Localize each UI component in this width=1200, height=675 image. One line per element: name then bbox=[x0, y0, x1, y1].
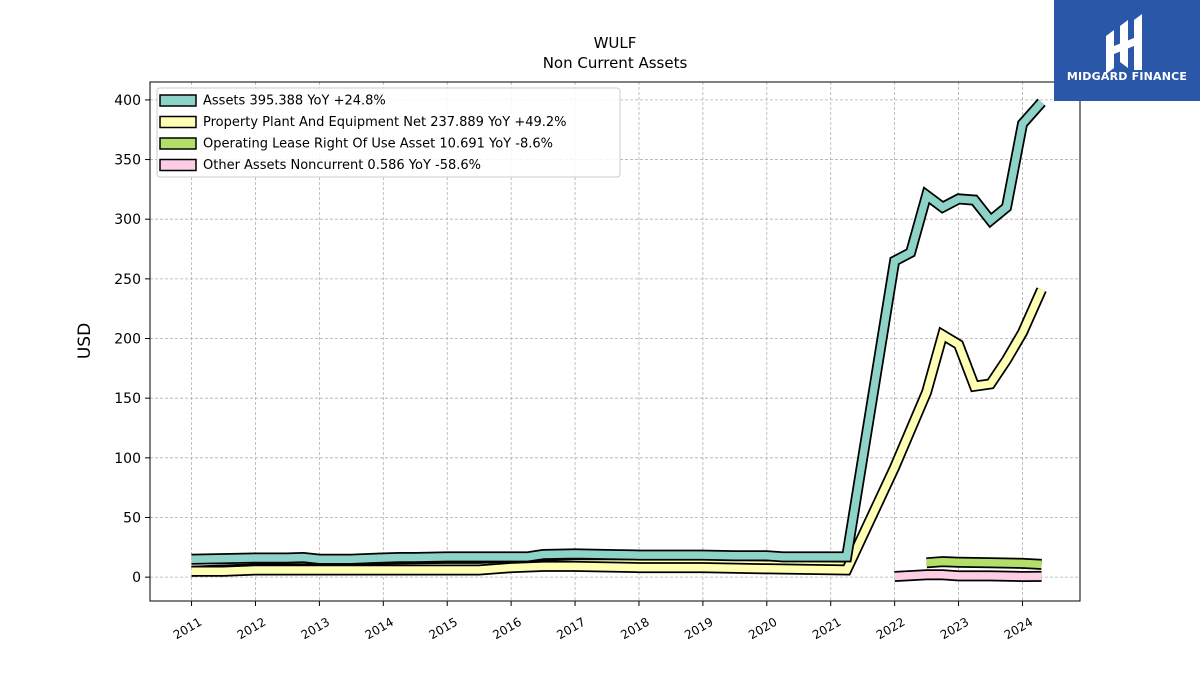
legend-swatch bbox=[159, 158, 197, 172]
x-tick-label: 2011 bbox=[171, 615, 204, 642]
x-tick-label: 2013 bbox=[299, 615, 332, 642]
y-tick-label: 150 bbox=[114, 391, 141, 407]
chart-subtitle: Non Current Assets bbox=[543, 54, 688, 72]
series-line bbox=[191, 288, 1046, 575]
series-line bbox=[191, 99, 1045, 563]
legend-entry: Operating Lease Right Of Use Asset 10.69… bbox=[203, 137, 553, 152]
x-tick-label: 2014 bbox=[363, 615, 396, 642]
y-tick-label: 300 bbox=[114, 212, 141, 228]
x-tick-label: 2012 bbox=[235, 615, 268, 642]
legend: Assets 395.388 YoY +24.8% Property Plant … bbox=[156, 87, 621, 178]
x-tick-label: 2019 bbox=[682, 615, 715, 642]
legend-entry: Other Assets Noncurrent 0.586 YoY -58.6% bbox=[203, 158, 481, 173]
y-tick-label: 100 bbox=[114, 451, 141, 467]
legend-entry: Property Plant And Equipment Net 237.889… bbox=[203, 115, 567, 130]
chart-title: WULF bbox=[594, 34, 637, 52]
x-tick-label: 2018 bbox=[618, 615, 651, 642]
x-tick-label: 2017 bbox=[554, 615, 587, 642]
x-tick-label: 2016 bbox=[490, 615, 523, 642]
x-tick-label: 2022 bbox=[874, 615, 907, 642]
y-tick-label: 50 bbox=[123, 510, 141, 526]
legend-box bbox=[156, 87, 621, 178]
legend-swatch bbox=[159, 115, 197, 129]
y-tick-label: 200 bbox=[114, 332, 141, 348]
x-tick-label: 2015 bbox=[426, 615, 459, 642]
midgard-finance-logo: MIDGARD FINANCE bbox=[1054, 0, 1200, 101]
legend-entry: Assets 395.388 YoY +24.8% bbox=[203, 94, 386, 109]
x-tick-label: 2024 bbox=[1002, 615, 1035, 642]
series-layer bbox=[191, 98, 1047, 583]
logo-mark-icon bbox=[1106, 14, 1142, 74]
y-tick-label: 400 bbox=[114, 93, 141, 109]
y-tick-label: 250 bbox=[114, 272, 141, 288]
plot-frame bbox=[149, 81, 1081, 602]
y-axis-label: USD bbox=[75, 323, 95, 359]
series-line bbox=[926, 557, 1042, 569]
legend-swatch bbox=[159, 94, 197, 107]
x-tick-label: 2021 bbox=[810, 615, 843, 642]
y-tick-label: 0 bbox=[132, 570, 141, 586]
legend-swatch bbox=[159, 137, 197, 150]
x-tick-label: 2020 bbox=[746, 615, 779, 642]
y-tick-label: 350 bbox=[114, 153, 141, 169]
series-line bbox=[894, 571, 1042, 581]
x-tick-label: 2023 bbox=[938, 615, 971, 642]
logo-text: MIDGARD FINANCE bbox=[1066, 70, 1188, 83]
